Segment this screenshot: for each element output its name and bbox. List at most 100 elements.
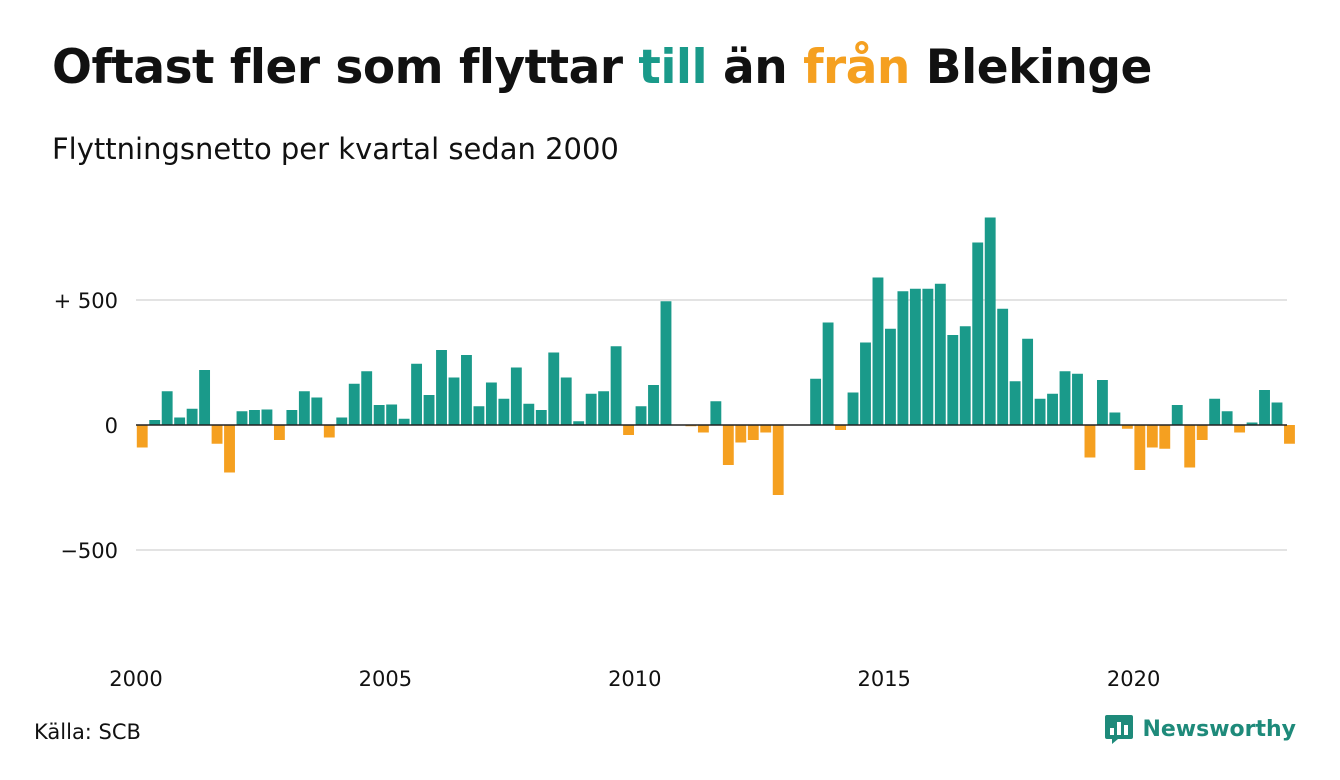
bar-positive [984, 217, 996, 425]
bar-negative [735, 425, 747, 443]
y-tick-label: −500 [60, 539, 118, 563]
bar-positive [573, 421, 585, 425]
bar-positive [510, 367, 522, 425]
bar-positive [548, 352, 560, 425]
bar-positive [1271, 402, 1283, 425]
bar-positive [411, 363, 423, 425]
bar-negative [323, 425, 335, 438]
bar-positive [1096, 380, 1108, 425]
bar-positive [972, 242, 984, 425]
bar-positive [161, 391, 173, 425]
bar-positive [1221, 411, 1233, 425]
bar-positive [386, 404, 398, 425]
title-part-1: Oftast fler som flyttar [52, 40, 639, 95]
bar-negative [1159, 425, 1171, 449]
bar-negative [224, 425, 235, 473]
bar-positive [485, 382, 497, 425]
title-part-5: Blekinge [909, 40, 1153, 95]
bar-positive [947, 335, 959, 425]
bar-negative [211, 425, 223, 444]
bar-positive [872, 277, 884, 425]
bar-positive [810, 378, 822, 425]
bar-positive [336, 417, 348, 425]
bar-positive [436, 350, 447, 425]
x-tick-label: 2000 [109, 667, 162, 691]
bar-positive [261, 409, 273, 425]
bar-negative [697, 425, 709, 433]
bar-positive [934, 283, 946, 425]
bar-positive [423, 395, 435, 425]
bar-positive [860, 342, 871, 425]
bar-positive [610, 346, 622, 425]
bar-positive [585, 393, 597, 425]
bar-positive [1009, 381, 1021, 425]
y-axis-labels: + 500 0 −500 [54, 289, 118, 563]
bar-positive [1059, 371, 1071, 425]
bar-negative [623, 425, 634, 435]
bar-negative [772, 425, 784, 495]
bar-negative [1084, 425, 1096, 458]
bar-positive [885, 328, 896, 425]
bar-positive [847, 392, 859, 425]
bar-negative [1134, 425, 1146, 470]
bar-positive [311, 397, 323, 425]
bar-positive [461, 355, 472, 425]
x-tick-label: 2020 [1107, 667, 1160, 691]
bar-negative [1146, 425, 1158, 448]
bar-positive [822, 322, 834, 425]
bar-positive [199, 370, 211, 425]
bar-negative [1284, 425, 1295, 444]
bar-positive [648, 385, 659, 425]
bar-positive [448, 377, 460, 425]
title-highlight-till: till [638, 40, 708, 95]
y-tick-label: 0 [105, 414, 118, 438]
bar-positive [398, 418, 410, 425]
bar-positive [1209, 398, 1221, 425]
bar-positive [598, 391, 610, 425]
x-tick-label: 2005 [359, 667, 412, 691]
bar-positive [149, 420, 161, 425]
grid-lines [136, 299, 1287, 551]
bar-positive [373, 405, 385, 425]
brand-logo: Newsworthy [1104, 713, 1296, 745]
chart-title: Oftast fler som flyttar till än från Ble… [52, 40, 1152, 95]
bar-positive [523, 403, 535, 425]
bar-positive [186, 408, 198, 425]
bars [136, 217, 1295, 495]
bar-positive [710, 401, 722, 425]
bar-positive [560, 377, 572, 425]
bar-positive [249, 410, 260, 425]
bar-positive [1259, 390, 1270, 425]
bar-positive [473, 406, 485, 425]
bar-positive [1072, 373, 1083, 425]
bar-positive [348, 383, 360, 425]
bar-negative [1196, 425, 1208, 440]
bar-positive [1171, 405, 1183, 425]
bar-positive [635, 406, 647, 425]
bar-positive [997, 308, 1009, 425]
bar-positive [236, 411, 248, 425]
newsworthy-logo-icon [1105, 715, 1134, 744]
bar-negative [136, 425, 148, 448]
bar-positive [660, 301, 672, 425]
bar-positive [922, 288, 934, 425]
y-tick-label: + 500 [54, 289, 118, 313]
bar-negative [1121, 425, 1133, 429]
bar-positive [1047, 393, 1058, 425]
title-part-3: än [707, 40, 804, 95]
bar-positive [298, 391, 310, 425]
source-label: Källa: SCB [34, 720, 141, 744]
bar-positive [1109, 412, 1121, 425]
x-tick-label: 2015 [857, 667, 910, 691]
brand-name: Newsworthy [1142, 716, 1296, 742]
title-highlight-fran: från [803, 40, 910, 95]
bar-positive [286, 410, 298, 425]
bar-negative [835, 425, 846, 430]
bar-negative [747, 425, 759, 440]
bar-negative [1234, 425, 1246, 433]
bar-positive [1246, 422, 1258, 425]
bar-positive [959, 326, 971, 425]
bar-positive [535, 410, 547, 425]
bar-negative [273, 425, 285, 440]
bar-negative [760, 425, 772, 433]
